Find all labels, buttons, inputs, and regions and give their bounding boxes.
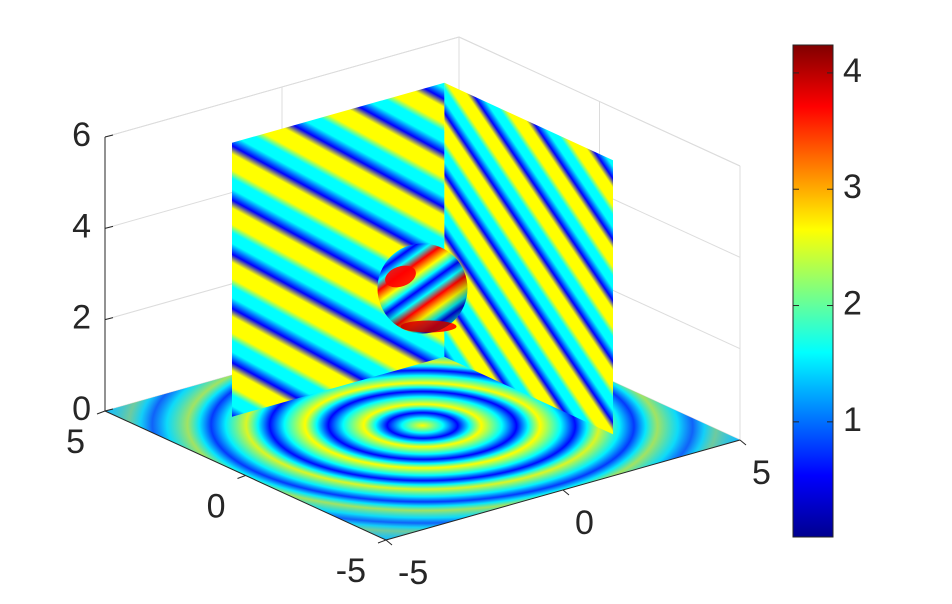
x-tick-label: 0 bbox=[575, 504, 594, 542]
colorbar-tick-label: 4 bbox=[843, 52, 862, 90]
wall-slice-left bbox=[232, 82, 445, 417]
y-tick-label: -5 bbox=[336, 552, 366, 590]
x-tick-label: 5 bbox=[752, 454, 771, 492]
wall-slice-right bbox=[444, 82, 613, 435]
z-tick-label: 2 bbox=[72, 299, 91, 337]
wall-slice-left-surface bbox=[232, 82, 445, 417]
colorbar-tick-label: 1 bbox=[843, 401, 862, 439]
z-tick bbox=[104, 317, 114, 321]
colorbar-tick-label: 2 bbox=[843, 285, 862, 323]
x-tick bbox=[739, 439, 747, 446]
colorbar bbox=[792, 44, 834, 538]
colorbar-tick-label: 3 bbox=[843, 168, 862, 206]
wall-slice-right-surface bbox=[444, 82, 613, 435]
y-tick-label: 5 bbox=[66, 423, 85, 461]
y-tick bbox=[96, 410, 106, 415]
z-tick-label: 4 bbox=[72, 207, 91, 245]
sphere-shade bbox=[377, 243, 468, 334]
y-tick bbox=[237, 475, 246, 479]
z-tick bbox=[104, 408, 114, 412]
y-tick bbox=[377, 539, 387, 544]
x-tick bbox=[385, 539, 393, 546]
z-tick bbox=[104, 225, 114, 229]
x-tick bbox=[562, 489, 570, 496]
x-tick-label: -5 bbox=[398, 554, 428, 592]
y-tick-label: 0 bbox=[207, 487, 226, 525]
z-tick-label: 6 bbox=[72, 116, 91, 154]
z-tick bbox=[104, 134, 114, 138]
z-tick-label: 0 bbox=[72, 390, 91, 428]
